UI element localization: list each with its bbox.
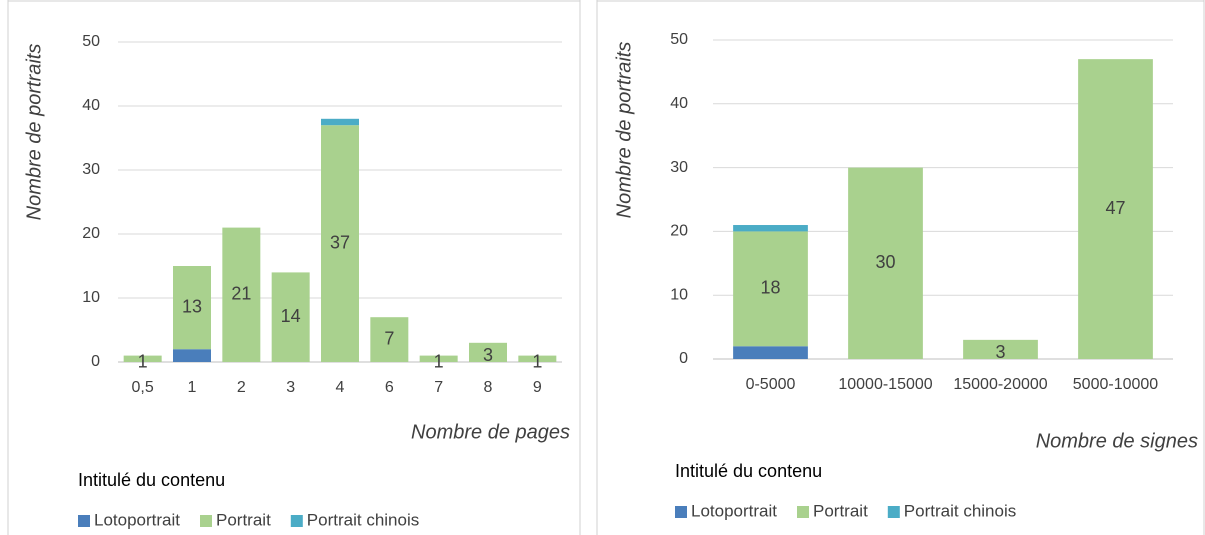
data-label: 30 bbox=[875, 252, 895, 272]
y-tick-label: 0 bbox=[91, 353, 100, 370]
legend-label: Lotoportrait bbox=[691, 501, 777, 520]
data-label: 21 bbox=[231, 284, 251, 304]
legend-label: Lotoportrait bbox=[94, 510, 180, 529]
bar-segment bbox=[733, 231, 808, 347]
bar-segment bbox=[370, 317, 409, 362]
x-tick-label: 2 bbox=[237, 379, 246, 396]
y-tick-label: 40 bbox=[82, 97, 100, 114]
x-axis-title: Nombre de signes bbox=[1036, 430, 1198, 452]
legend-swatch bbox=[200, 515, 212, 527]
data-label: 13 bbox=[182, 296, 202, 316]
bar-segment bbox=[518, 355, 557, 362]
data-label: 1 bbox=[434, 352, 444, 372]
legend-label: Portrait chinois bbox=[904, 501, 1016, 520]
bar-segment bbox=[733, 346, 808, 359]
x-tick-label: 1 bbox=[188, 379, 197, 396]
bar-segment bbox=[271, 272, 310, 362]
x-tick-label: 4 bbox=[336, 379, 345, 396]
legend-swatch bbox=[797, 506, 809, 518]
y-axis-title: Nombre de portraits bbox=[613, 42, 635, 219]
bar-segment bbox=[222, 227, 261, 362]
x-tick-label: 3 bbox=[286, 379, 295, 396]
y-tick-label: 50 bbox=[82, 33, 100, 50]
data-label: 1 bbox=[138, 352, 148, 372]
bar-segment bbox=[419, 355, 458, 362]
y-tick-label: 20 bbox=[670, 223, 688, 240]
x-tick-label: 8 bbox=[484, 379, 493, 396]
bar-segment bbox=[173, 349, 211, 362]
x-tick-label: 0,5 bbox=[132, 379, 154, 396]
legend-label: Portrait bbox=[216, 510, 271, 529]
bar-segment bbox=[321, 125, 359, 362]
data-label: 14 bbox=[281, 306, 301, 326]
bar-segment bbox=[173, 266, 211, 350]
bar-segment bbox=[963, 339, 1038, 359]
y-tick-label: 0 bbox=[679, 350, 688, 367]
legend-title: Intitulé du contenu bbox=[78, 470, 225, 490]
data-label: 18 bbox=[760, 278, 780, 298]
x-tick-label: 9 bbox=[533, 379, 542, 396]
y-tick-label: 20 bbox=[82, 225, 100, 242]
x-tick-label: 7 bbox=[434, 379, 443, 396]
legend-swatch bbox=[78, 515, 90, 527]
data-label: 7 bbox=[384, 328, 394, 348]
data-label: 37 bbox=[330, 232, 350, 252]
bar-segment bbox=[321, 118, 359, 126]
x-tick-label: 15000-20000 bbox=[953, 376, 1047, 393]
legend-title: Intitulé du contenu bbox=[675, 461, 822, 481]
data-label: 47 bbox=[1105, 198, 1125, 218]
x-axis-title: Nombre de pages bbox=[411, 421, 570, 443]
y-axis-title: Nombre de portraits bbox=[23, 44, 45, 221]
data-label: 3 bbox=[995, 342, 1005, 362]
y-tick-label: 10 bbox=[82, 289, 100, 306]
bar-segment bbox=[733, 225, 808, 232]
legend-label: Portrait bbox=[813, 501, 868, 520]
legend-swatch bbox=[675, 506, 687, 518]
legend-swatch bbox=[887, 506, 900, 518]
x-tick-label: 10000-15000 bbox=[838, 376, 932, 393]
legend-label: Portrait chinois bbox=[307, 510, 419, 529]
bar-segment bbox=[123, 355, 162, 362]
bar-segment bbox=[848, 167, 923, 359]
data-label: 1 bbox=[532, 352, 542, 372]
legend-swatch bbox=[290, 515, 303, 527]
bar-segment bbox=[1078, 59, 1153, 359]
y-tick-label: 40 bbox=[670, 95, 688, 112]
x-tick-label: 0-5000 bbox=[746, 376, 796, 393]
x-tick-label: 6 bbox=[385, 379, 394, 396]
y-tick-label: 30 bbox=[82, 161, 100, 178]
y-tick-label: 30 bbox=[670, 159, 688, 176]
bar-segment bbox=[469, 342, 507, 362]
y-tick-label: 50 bbox=[670, 31, 688, 48]
y-tick-label: 10 bbox=[670, 286, 688, 303]
panel-borders bbox=[7, 0, 1205, 535]
data-label: 3 bbox=[483, 345, 493, 365]
x-tick-label: 5000-10000 bbox=[1073, 376, 1159, 393]
